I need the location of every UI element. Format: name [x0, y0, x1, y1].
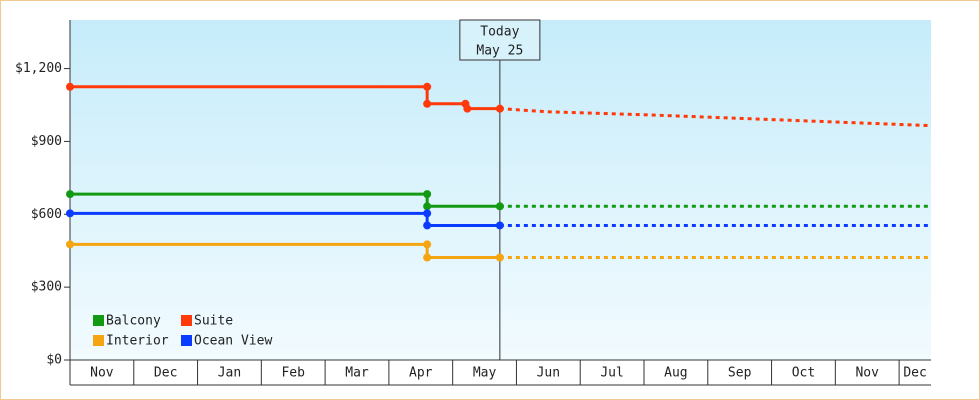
y-tick-label: $0: [46, 353, 62, 368]
x-tick-label: Nov: [90, 366, 114, 381]
series-line: [70, 211, 500, 227]
x-tick-label: Aug: [664, 366, 687, 381]
point: [423, 190, 432, 199]
x-tick-label: Dec: [903, 366, 926, 381]
point: [495, 221, 504, 230]
x-tick-label: Oct: [792, 366, 815, 381]
forecast-line: [499, 107, 932, 128]
x-tick-label: Sep: [728, 366, 752, 381]
legend-label: Ocean View: [194, 334, 272, 349]
y-tick-label: $300: [31, 280, 62, 295]
point: [66, 209, 74, 218]
today-label: Today: [480, 25, 519, 40]
point: [66, 190, 74, 199]
series-line: [70, 192, 500, 208]
point: [423, 209, 432, 218]
x-tick-label: Feb: [281, 366, 305, 381]
legend-swatch: [181, 315, 192, 326]
x-tick-label: May: [473, 366, 497, 381]
x-tick-label: Dec: [154, 366, 177, 381]
y-tick-label: $900: [31, 134, 62, 149]
point: [66, 240, 74, 249]
point: [423, 221, 432, 230]
legend-swatch: [93, 315, 104, 326]
legend-label: Suite: [194, 314, 233, 329]
plot-area: [70, 20, 931, 360]
x-tick-label: Jan: [218, 366, 241, 381]
point: [495, 104, 504, 113]
point: [423, 253, 432, 262]
point: [423, 240, 432, 249]
point: [495, 202, 504, 211]
point: [495, 253, 504, 262]
point: [66, 82, 74, 91]
x-tick-label: Jun: [537, 366, 560, 381]
series-line: [70, 85, 500, 111]
point: [423, 99, 432, 108]
legend-label: Interior: [106, 334, 169, 349]
x-tick-label: Jul: [600, 366, 623, 381]
legend-swatch: [181, 335, 192, 346]
today-box: [459, 19, 541, 61]
today-label: May 25: [476, 44, 523, 59]
legend-label: Balcony: [106, 314, 161, 329]
legend-swatch: [93, 335, 104, 346]
x-tick-label: Apr: [409, 366, 433, 381]
y-tick-label: $1,200: [15, 61, 62, 76]
x-tick-label: Mar: [345, 366, 369, 381]
x-tick-label: Nov: [855, 366, 879, 381]
point: [463, 104, 472, 113]
series-line: [70, 242, 500, 260]
point: [423, 202, 432, 211]
y-tick-label: $600: [31, 207, 62, 222]
point: [423, 82, 432, 91]
